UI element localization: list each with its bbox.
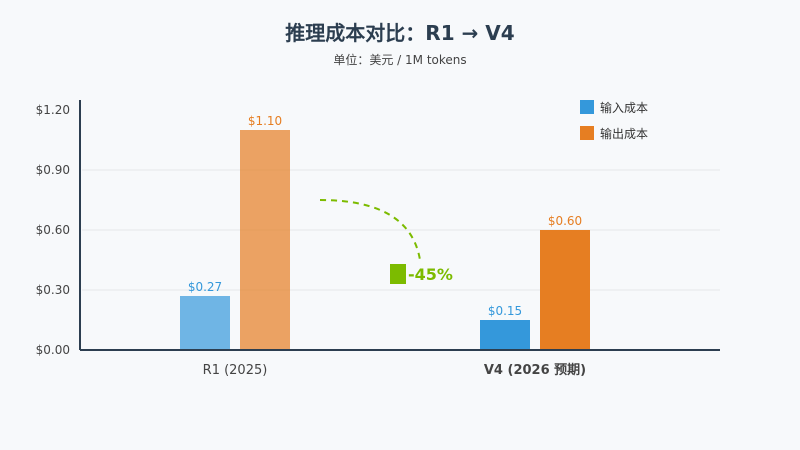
chart-title: 推理成本对比：R1 → V4 [285,21,514,45]
legend-label: 输出成本 [600,126,648,141]
data-label: $1.10 [248,114,282,128]
y-tick-label: $0.60 [36,223,70,237]
x-category-label: V4 (2026 预期) [484,363,586,378]
data-label: $0.15 [488,304,522,318]
reduction-annotation: -45% [408,265,453,284]
chart-decrease-icon [390,264,406,284]
legend-label: 输入成本 [600,100,648,115]
bar-output [240,130,290,350]
bar-input [480,320,530,350]
bar-output [540,230,590,350]
y-tick-label: $0.00 [36,343,70,357]
reduction-arrow [319,199,421,261]
data-label: $0.27 [188,280,222,294]
bar-input [180,296,230,350]
y-tick-label: $1.20 [36,103,70,117]
legend-swatch [580,126,594,140]
chart-subtitle: 单位：美元 / 1M tokens [333,52,466,67]
data-label: $0.60 [548,214,582,228]
y-tick-label: $0.90 [36,163,70,177]
legend-swatch [580,100,594,114]
x-category-label: R1 (2025) [203,363,268,378]
y-tick-label: $0.30 [36,283,70,297]
